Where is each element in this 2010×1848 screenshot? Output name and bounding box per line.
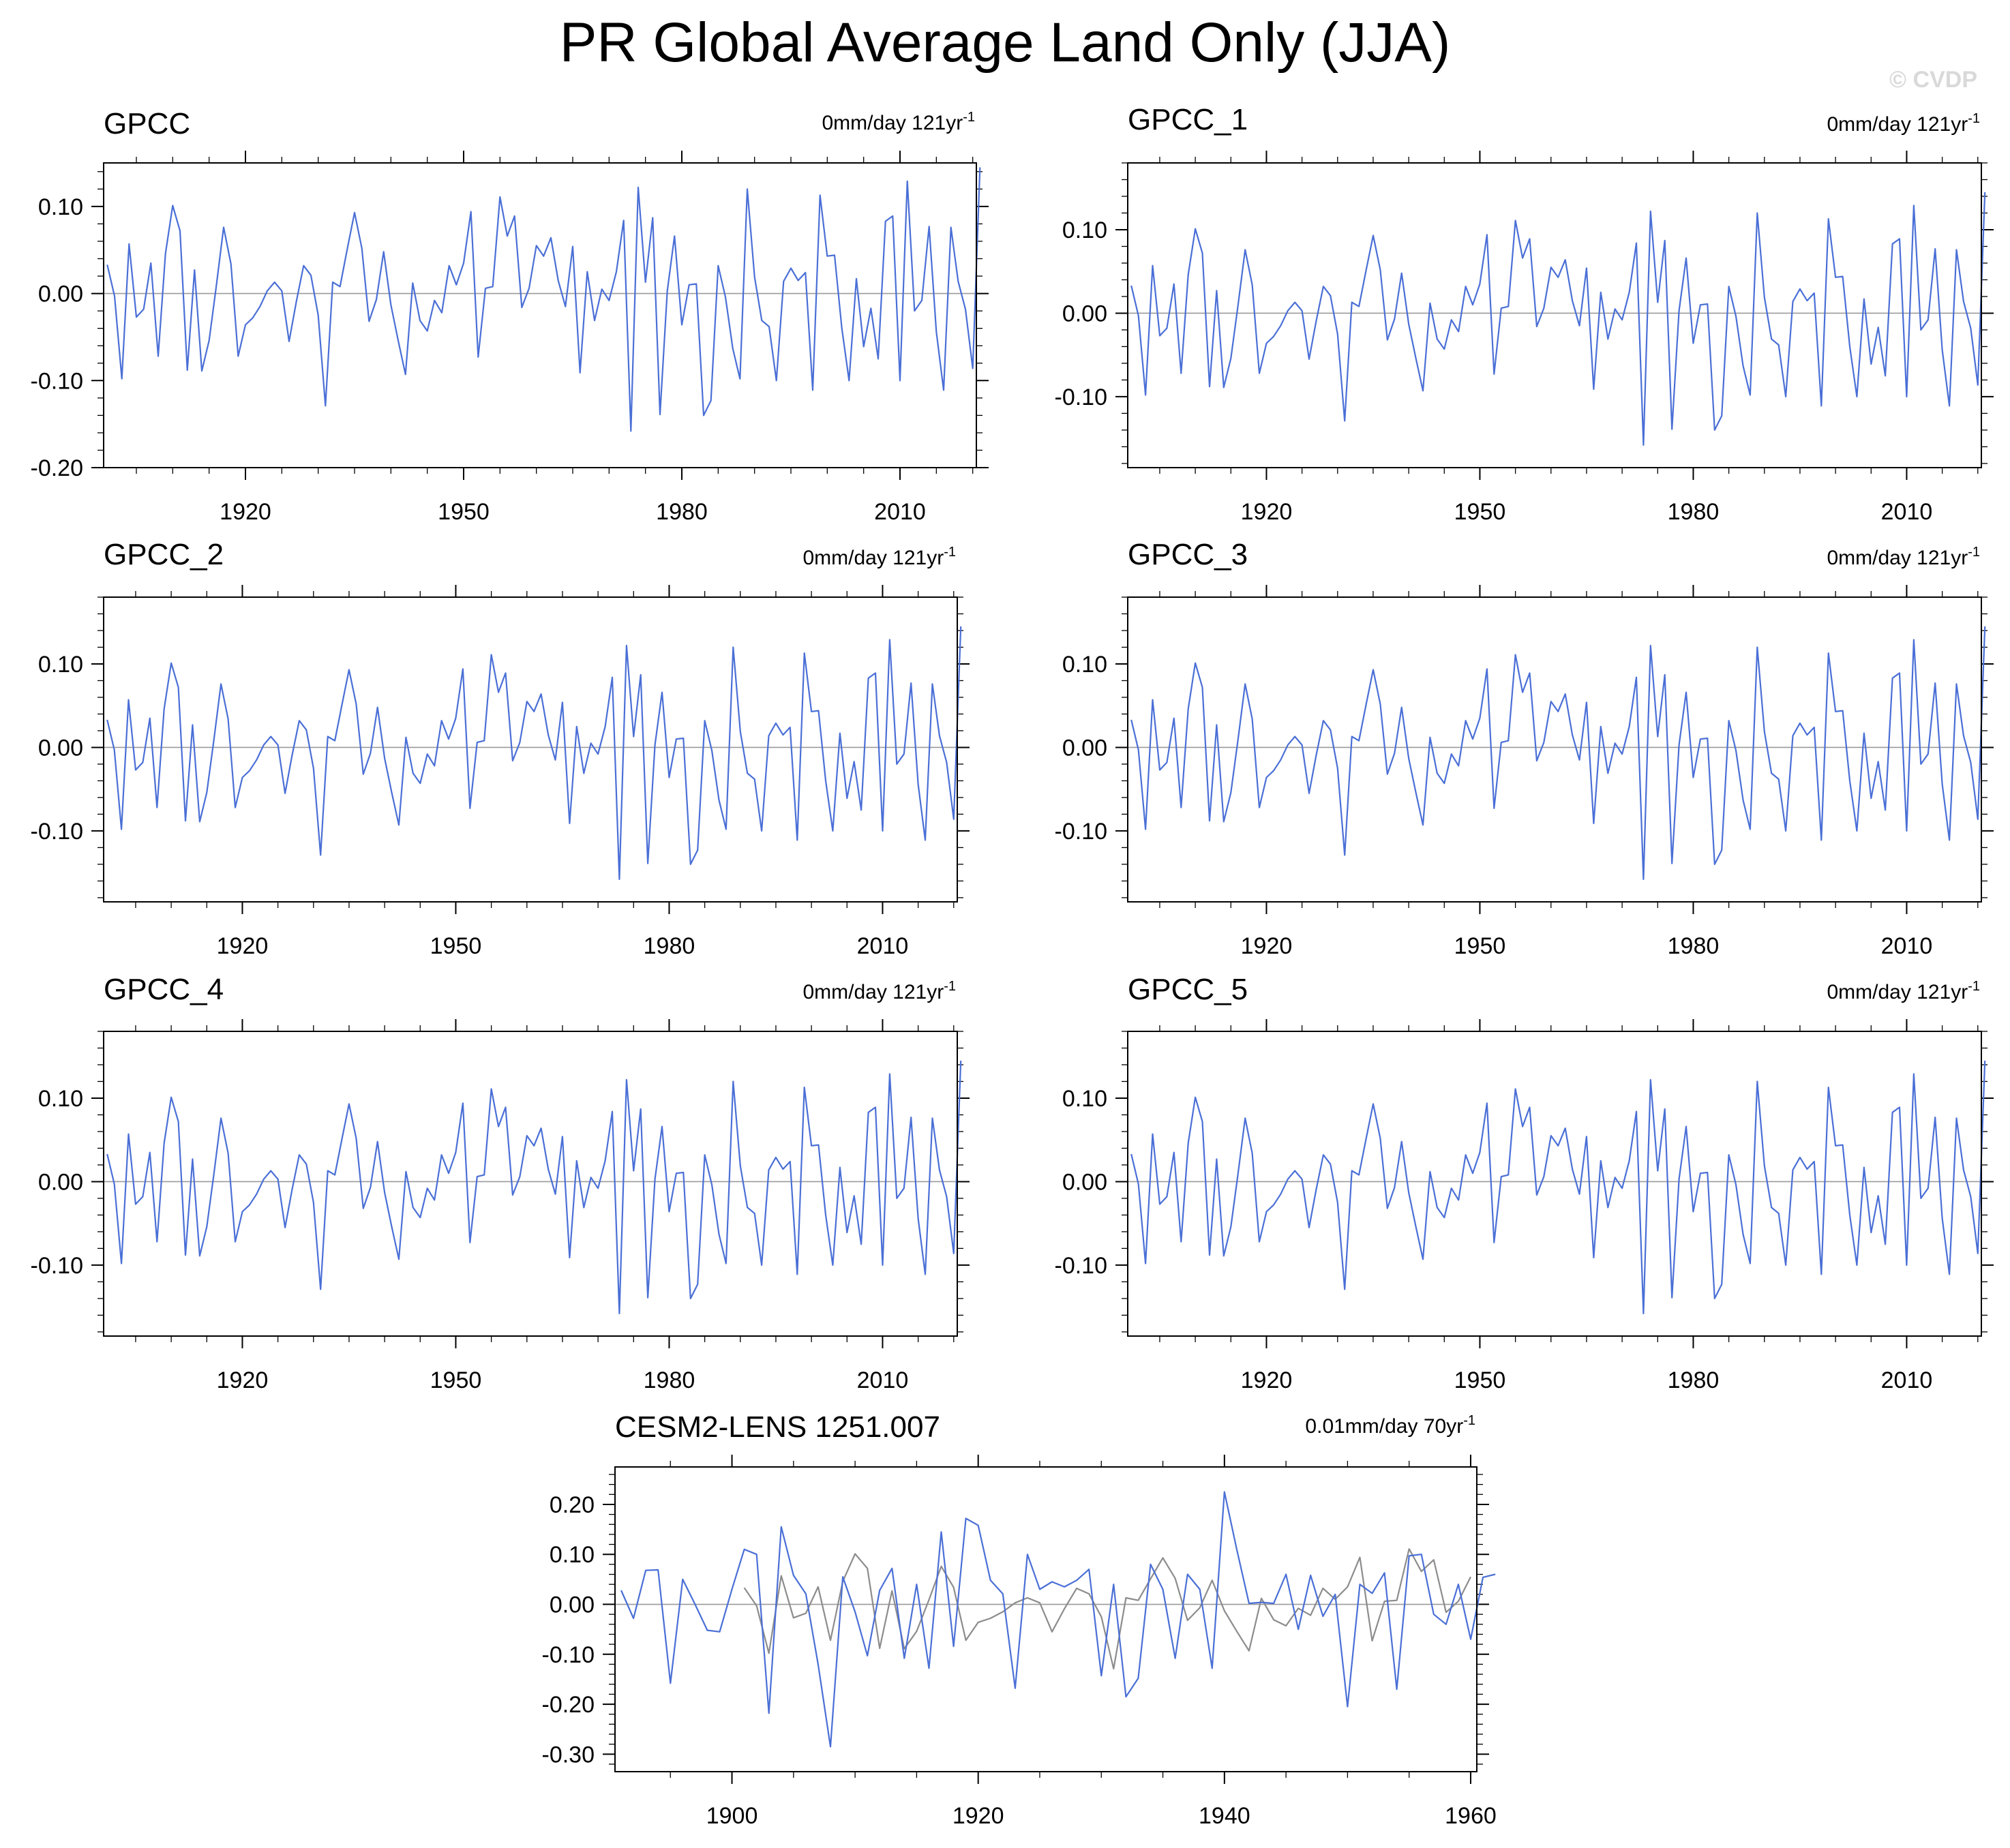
chart-panel-4: GPCC_3 0mm/day 121yr-1 -0.10 0.00 0.10 1920 19… [1055,538,1994,959]
x-tick-label: 1980 [644,1367,695,1393]
chart-panel-6: GPCC_5 0mm/day 121yr-1 -0.10 0.00 0.10 1920 19… [1055,973,1994,1393]
panel-stat-label: 0mm/day 121yr-1 [802,545,956,569]
panel-stat-label: 0mm/day 121yr-1 [1827,545,1980,569]
panel-stat-label: 0.01mm/day 70yr-1 [1305,1413,1475,1438]
x-tick-label: 1920 [217,1367,269,1393]
y-tick-label: 0.10 [1062,1086,1107,1112]
plot-frame [103,1031,958,1337]
x-tick-label: 1960 [1445,1803,1497,1829]
x-tick-label: 1980 [644,933,695,959]
y-tick-label: -0.30 [542,1742,595,1768]
x-tick-label: 1980 [1668,933,1720,959]
plot-frame [1127,1031,1982,1337]
panel-title: GPCC_1 [1128,103,1248,136]
x-tick-label: 1920 [217,933,269,959]
x-tick-label: 2010 [1881,933,1933,959]
y-tick-label: 0.10 [38,194,83,220]
panel-stat-label: 0mm/day 121yr-1 [802,979,956,1003]
x-tick-label: 1920 [952,1803,1004,1829]
y-tick-label: 0.10 [1062,652,1107,678]
y-tick-label: -0.10 [31,819,84,845]
chart-panel-1: GPCC 0mm/day 121yr-1 -0.20 -0.10 0.00 0.10 192… [31,107,989,525]
y-tick-label: -0.10 [1055,1253,1108,1279]
x-tick-label: 1950 [1454,499,1506,525]
chart-panel-5: GPCC_4 0mm/day 121yr-1 -0.10 0.00 0.10 1920 19… [31,973,970,1393]
panel-stat-label: 0mm/day 121yr-1 [822,110,975,134]
y-tick-label: -0.10 [31,1253,84,1279]
x-tick-label: 2010 [874,499,926,525]
y-tick-label: -0.10 [542,1642,595,1668]
x-tick-label: 1920 [220,499,271,525]
y-tick-label: 0.00 [1062,301,1107,327]
y-tick-label: 0.00 [550,1592,595,1618]
x-tick-label: 1980 [656,499,708,525]
x-tick-label: 1950 [438,499,490,525]
y-tick-label: 0.00 [38,735,83,761]
x-tick-label: 2010 [857,1367,909,1393]
y-tick-label: 0.00 [38,1169,83,1195]
series-line-1 [743,1548,1471,1670]
x-tick-label: 1950 [430,1367,482,1393]
panel-title: GPCC [104,107,190,140]
x-tick-label: 1900 [706,1803,758,1829]
plot-frame [103,162,977,468]
watermark: © CVDP [1889,67,1977,93]
series-line-1 [106,167,981,432]
panel-stat-label: 0mm/day 121yr-1 [1827,979,1980,1003]
plot-frame [1127,162,1982,468]
chart-panel-2: GPCC_1 0mm/day 121yr-1 -0.10 0.00 0.10 1920 19… [1055,103,1994,525]
panel-title: GPCC_5 [1128,973,1248,1006]
y-tick-label: 0.10 [1062,217,1107,243]
series-line-1 [106,626,962,881]
x-tick-label: 2010 [1881,499,1933,525]
figure-title: PR Global Average Land Only (JJA) [560,12,1451,74]
y-tick-label: -0.10 [1055,819,1108,845]
x-tick-label: 1950 [1454,1367,1506,1393]
plot-frame [1127,596,1982,903]
y-tick-label: -0.10 [31,368,84,394]
x-tick-label: 2010 [1881,1367,1933,1393]
panel-stat-label: 0mm/day 121yr-1 [1827,111,1980,136]
y-tick-label: 0.00 [1062,1169,1107,1195]
chart-panel-3: GPCC_2 0mm/day 121yr-1 -0.10 0.00 0.10 1920 19… [31,538,970,959]
x-tick-label: 1950 [430,933,482,959]
panel-title: CESM2-LENS 1251.007 [615,1410,940,1444]
y-tick-label: 0.10 [550,1542,595,1568]
series-line-1 [1130,626,1986,881]
series-line-2 [620,1491,1496,1748]
panel-title: GPCC_4 [104,973,224,1006]
x-tick-label: 1980 [1668,499,1720,525]
y-tick-label: 0.10 [38,652,83,678]
series-line-1 [1130,192,1986,446]
x-tick-label: 1920 [1241,933,1293,959]
x-tick-label: 1950 [1454,933,1506,959]
y-tick-label: 0.10 [38,1086,83,1112]
y-tick-label: 0.20 [550,1492,595,1518]
panel-title: GPCC_3 [1128,538,1248,571]
chart-panel-7: CESM2-LENS 1251.007 0.01mm/day 70yr-1 -0.3… [542,1410,1497,1829]
series-line-1 [106,1060,962,1315]
series-line-1 [1130,1060,1986,1315]
panels: GPCC 0mm/day 121yr-1 -0.20 -0.10 0.00 0.10 192… [31,103,1994,1829]
x-tick-label: 1920 [1241,499,1293,525]
y-tick-label: 0.00 [38,282,83,307]
plot-frame [614,1466,1478,1772]
y-tick-label: 0.00 [1062,735,1107,761]
y-tick-label: -0.20 [31,455,84,481]
x-tick-label: 1920 [1241,1367,1293,1393]
panel-title: GPCC_2 [104,538,224,571]
x-tick-label: 1980 [1668,1367,1720,1393]
y-tick-label: -0.10 [1055,384,1108,410]
x-tick-label: 1940 [1199,1803,1250,1829]
plot-frame [103,596,958,903]
y-tick-label: -0.20 [542,1692,595,1718]
x-tick-label: 2010 [857,933,909,959]
